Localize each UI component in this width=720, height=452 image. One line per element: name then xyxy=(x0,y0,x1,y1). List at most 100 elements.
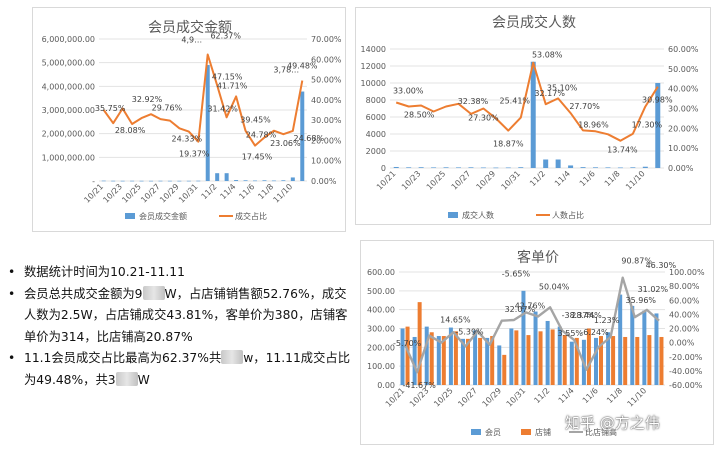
bar-0-9 xyxy=(186,180,191,182)
bar-0-11 xyxy=(533,311,538,385)
data-label: 35.75% xyxy=(95,104,126,113)
bar-1-20 xyxy=(647,335,652,385)
summary-notes: 数据统计时间为10.21-11.11 会员总共成交金额为9W，占店铺销售额52.… xyxy=(4,262,356,391)
data-label: 13.74% xyxy=(607,146,638,155)
y-tick-label: 8000 xyxy=(366,96,386,105)
bar-1-1 xyxy=(417,302,422,385)
y2-tick-label: 20.00% xyxy=(669,325,700,334)
data-label: 17.45% xyxy=(242,153,273,162)
x-tick-label: 10/27 xyxy=(456,386,479,409)
legend-swatch xyxy=(471,429,481,435)
bar-0-7 xyxy=(480,167,486,169)
x-tick-label: 10/29 xyxy=(481,386,504,409)
bar-0-12 xyxy=(545,320,550,385)
bar-0-18 xyxy=(618,294,623,385)
bar-0-14 xyxy=(234,180,239,181)
bar-0-17 xyxy=(606,332,611,385)
y2-tick-label: 20.00% xyxy=(311,136,342,145)
bar-1-5 xyxy=(466,338,470,385)
data-label: 41.71% xyxy=(217,81,248,90)
y2-tick-label: 40.00% xyxy=(311,96,342,105)
average-order-value-plot: 客单价 0.00 100.00 200.00 300.00 400.00 500.00 60… xyxy=(367,249,705,437)
x-tick-label: 11/4 xyxy=(557,386,576,405)
bar-0-1 xyxy=(412,336,417,385)
bar-1-16 xyxy=(599,336,603,385)
data-label: 27.30% xyxy=(468,114,499,123)
x-tick-label: 10/21 xyxy=(375,169,398,192)
average-order-value-chart: 客单价 0.00 100.00 200.00 300.00 400.00 500.00 60… xyxy=(360,240,714,445)
y-tick-label: 10000 xyxy=(361,79,386,88)
bar-0-21 xyxy=(655,83,661,168)
chart-title: 会员成交金额 xyxy=(148,19,232,36)
bar-0-4 xyxy=(448,327,453,385)
x-tick-label: 11/10 xyxy=(626,386,649,409)
bar-0-10 xyxy=(518,167,524,168)
bar-0-10 xyxy=(521,290,526,385)
x-tick-label: 11/2 xyxy=(528,169,547,188)
legend-swatch xyxy=(521,429,531,435)
bar-0-7 xyxy=(167,180,172,182)
bar-0-17 xyxy=(605,167,611,169)
data-label: 35.10% xyxy=(547,83,578,92)
y-tick-label: 0.00 xyxy=(377,381,395,390)
data-label: 32.07% xyxy=(505,305,536,314)
bar-0-6 xyxy=(158,180,163,182)
y-tick-label: 500.00 xyxy=(367,287,395,296)
data-label: 31.42% xyxy=(207,104,238,113)
data-label: 35.96% xyxy=(626,296,657,305)
bar-1-8 xyxy=(502,354,507,385)
bar-0-21 xyxy=(300,91,305,181)
bar-0-6 xyxy=(468,167,474,168)
y2-tick-label: 30.00% xyxy=(668,105,699,114)
x-tick-label: 11/2 xyxy=(200,182,219,201)
bar-0-0 xyxy=(400,328,405,385)
y-tick-label: - xyxy=(92,177,95,186)
bar-0-17 xyxy=(262,180,267,181)
bar-1-19 xyxy=(635,336,640,385)
y2-tick-label: 30.00% xyxy=(311,116,342,125)
bar-0-16 xyxy=(593,167,598,168)
data-label: 18.96% xyxy=(578,120,609,129)
bar-0-13 xyxy=(557,326,562,385)
bar-0-13 xyxy=(555,159,561,168)
y2-tick-label: 50.00% xyxy=(668,65,699,74)
note-item: 数据统计时间为10.21-11.11 xyxy=(4,262,356,284)
data-label: 19.37% xyxy=(179,150,210,159)
bar-1-15 xyxy=(586,328,591,385)
bar-0-19 xyxy=(630,167,636,168)
member-sales-amount-plot: 会员成交金额 - 1,000,000.00 2,000,000.00 3,000,00… xyxy=(42,19,342,221)
bar-0-7 xyxy=(485,337,490,385)
bar-0-14 xyxy=(569,341,574,385)
y2-tick-label: 10.00% xyxy=(311,157,342,166)
bar-1-17 xyxy=(611,336,616,385)
bar-0-6 xyxy=(473,330,478,385)
bar-0-13 xyxy=(224,173,229,181)
data-label: 14.65% xyxy=(440,315,471,324)
bar-0-3 xyxy=(130,180,135,182)
bar-0-20 xyxy=(642,310,647,385)
redacted-value xyxy=(142,285,165,300)
x-tick-label: 11/6 xyxy=(581,386,600,405)
bar-0-2 xyxy=(424,326,429,385)
bar-1-12 xyxy=(550,329,555,385)
legend-label: 会员 xyxy=(485,427,501,437)
y2-tick-label: -40.00% xyxy=(669,367,703,376)
y2-tick-label: 40.00% xyxy=(669,310,700,319)
chart-title: 客单价 xyxy=(517,249,559,266)
x-tick-label: 10/27 xyxy=(450,169,473,192)
watermark: 知乎 @方之伟 xyxy=(565,414,660,432)
series-line-2 xyxy=(403,276,660,374)
data-label: 46.30% xyxy=(646,261,677,270)
y-tick-label: 400.00 xyxy=(367,306,395,315)
data-label: 18.87% xyxy=(493,140,524,149)
bar-0-2 xyxy=(120,180,125,182)
bar-1-4 xyxy=(453,331,458,385)
chart-title: 会员成交人数 xyxy=(492,14,576,31)
bar-1-18 xyxy=(623,336,628,385)
y2-tick-label: 100.00% xyxy=(669,268,705,277)
bar-1-21 xyxy=(659,336,664,385)
data-label: 90.87% xyxy=(621,257,652,266)
bar-0-12 xyxy=(215,173,220,181)
bar-0-11 xyxy=(530,61,536,168)
note-item: 11.1会员成交占比最高为62.37%共w，11.11成交占比为49.48%，共… xyxy=(4,348,356,391)
